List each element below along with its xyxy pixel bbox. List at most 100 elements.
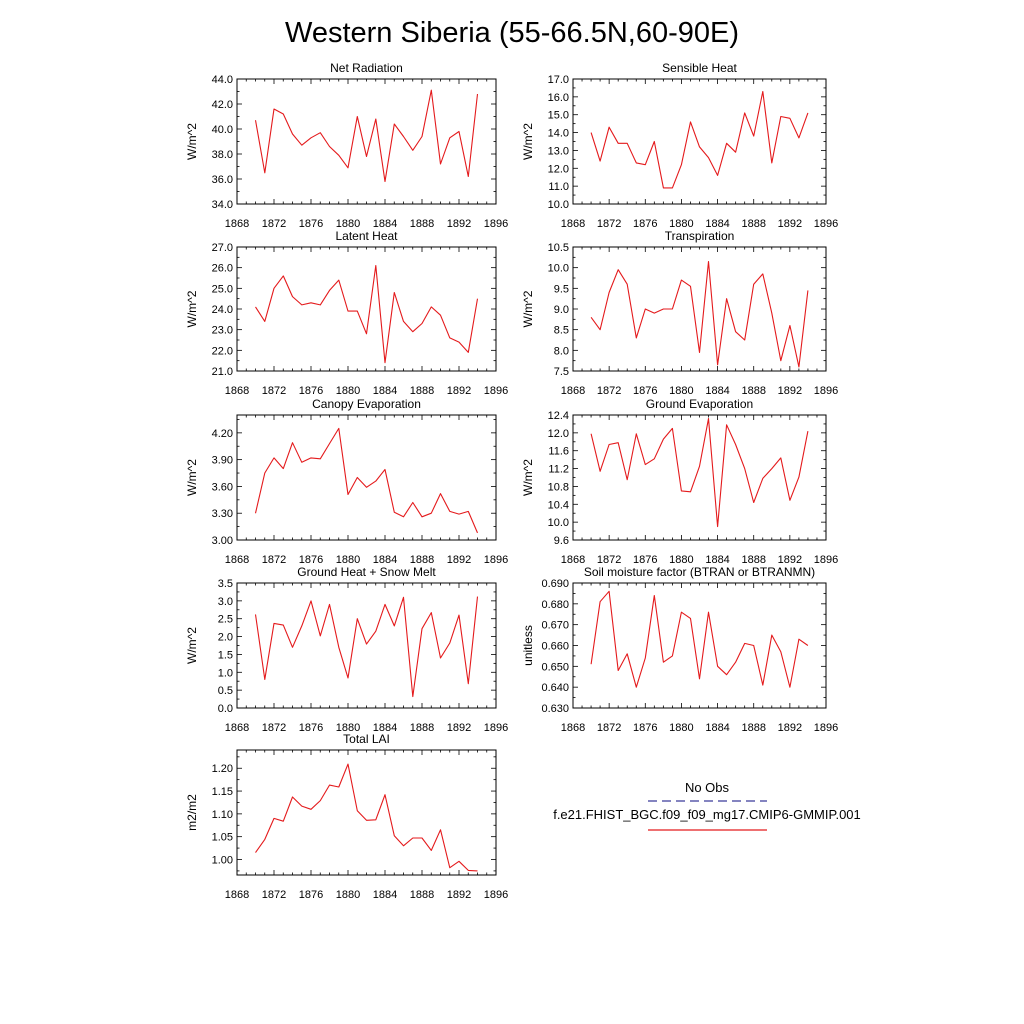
y-tick-label: 10.8 bbox=[548, 481, 569, 493]
y-tick-label: 14.0 bbox=[548, 128, 569, 140]
x-tick-label: 1888 bbox=[410, 218, 434, 230]
plot-frame bbox=[572, 414, 827, 541]
y-tick-label: 1.5 bbox=[218, 649, 233, 661]
y-axis-label: unitless bbox=[521, 625, 535, 666]
y-tick-label: 3.0 bbox=[218, 596, 233, 608]
x-tick-label: 1880 bbox=[669, 385, 693, 397]
x-tick-label: 1876 bbox=[299, 385, 323, 397]
x-tick-label: 1868 bbox=[225, 218, 249, 230]
x-tick-label: 1896 bbox=[484, 554, 508, 566]
x-tick-label: 1892 bbox=[447, 889, 471, 901]
y-tick-label: 0.690 bbox=[541, 578, 569, 590]
figure-title: Western Siberia (55-66.5N,60-90E) bbox=[285, 17, 739, 49]
series-line bbox=[590, 418, 809, 528]
series-line bbox=[590, 260, 809, 368]
x-tick-label: 1888 bbox=[410, 722, 434, 734]
y-tick-label: 2.5 bbox=[218, 614, 233, 626]
panel-4: Transpiration W/m^2 1868 1872 1876 1880 1884 18… bbox=[521, 229, 838, 397]
y-tick-label: 44.0 bbox=[212, 74, 233, 86]
x-tick-label: 1896 bbox=[484, 722, 508, 734]
y-tick-label: 3.00 bbox=[212, 535, 233, 547]
x-tick-label: 1868 bbox=[561, 554, 585, 566]
panel-title: Ground Evaporation bbox=[646, 397, 753, 411]
y-tick-label: 25.0 bbox=[212, 283, 233, 295]
y-tick-label: 2.0 bbox=[218, 632, 233, 644]
y-tick-label: 12.4 bbox=[548, 410, 569, 422]
y-tick-label: 0.5 bbox=[218, 685, 233, 697]
y-tick-label: 40.0 bbox=[212, 124, 233, 136]
y-tick-label: 36.0 bbox=[212, 174, 233, 186]
x-tick-label: 1888 bbox=[741, 218, 765, 230]
x-tick-label: 1888 bbox=[410, 554, 434, 566]
plot-frame bbox=[572, 78, 827, 205]
panel-3: Latent Heat W/m^2 1868 1872 1876 1880 1884 1888… bbox=[185, 229, 508, 397]
x-tick-label: 1888 bbox=[741, 554, 765, 566]
y-tick-label: 0.680 bbox=[541, 599, 569, 611]
y-tick-label: 1.10 bbox=[212, 809, 233, 821]
x-tick-label: 1868 bbox=[561, 218, 585, 230]
x-tick-label: 1876 bbox=[633, 218, 657, 230]
y-tick-label: 8.5 bbox=[554, 325, 569, 337]
y-tick-label: 15.0 bbox=[548, 110, 569, 122]
y-tick-label: 24.0 bbox=[212, 304, 233, 316]
x-tick-label: 1896 bbox=[814, 385, 838, 397]
y-tick-label: 4.20 bbox=[212, 428, 233, 440]
y-tick-label: 10.4 bbox=[548, 499, 569, 511]
x-tick-label: 1872 bbox=[262, 722, 286, 734]
panel-title: Net Radiation bbox=[330, 61, 403, 75]
x-tick-label: 1868 bbox=[561, 385, 585, 397]
y-tick-label: 0.670 bbox=[541, 620, 569, 632]
y-tick-label: 1.0 bbox=[218, 667, 233, 679]
x-tick-label: 1876 bbox=[299, 218, 323, 230]
x-tick-label: 1872 bbox=[262, 385, 286, 397]
x-tick-label: 1872 bbox=[597, 385, 621, 397]
y-tick-label: 1.00 bbox=[212, 854, 233, 866]
x-tick-label: 1892 bbox=[447, 554, 471, 566]
x-tick-label: 1872 bbox=[597, 218, 621, 230]
legend-obs-label: No Obs bbox=[685, 780, 730, 795]
panel-8: Soil moisture factor (BTRAN or BTRANMN) u… bbox=[521, 565, 838, 734]
y-tick-label: 7.5 bbox=[554, 366, 569, 378]
x-tick-label: 1884 bbox=[373, 889, 397, 901]
series-line bbox=[590, 590, 809, 688]
x-tick-label: 1884 bbox=[373, 722, 397, 734]
panel-7: Ground Heat + Snow Melt W/m^2 1868 1872 1876… bbox=[185, 565, 508, 734]
x-tick-label: 1868 bbox=[225, 889, 249, 901]
y-tick-label: 0.650 bbox=[541, 661, 569, 673]
x-tick-label: 1876 bbox=[299, 554, 323, 566]
series-line bbox=[254, 89, 479, 183]
y-tick-label: 0.660 bbox=[541, 641, 569, 653]
x-tick-label: 1876 bbox=[299, 889, 323, 901]
y-tick-label: 10.0 bbox=[548, 517, 569, 529]
y-tick-label: 16.0 bbox=[548, 92, 569, 104]
y-tick-label: 11.6 bbox=[548, 446, 569, 458]
y-tick-label: 22.0 bbox=[212, 345, 233, 357]
panel-title: Latent Heat bbox=[335, 229, 398, 243]
y-tick-label: 9.0 bbox=[554, 304, 569, 316]
y-axis-label: W/m^2 bbox=[521, 123, 535, 160]
x-tick-label: 1868 bbox=[225, 554, 249, 566]
panel-title: Transpiration bbox=[665, 229, 735, 243]
y-axis-label: W/m^2 bbox=[185, 123, 199, 160]
y-tick-label: 1.05 bbox=[212, 832, 233, 844]
x-tick-label: 1888 bbox=[741, 722, 765, 734]
x-tick-label: 1880 bbox=[669, 218, 693, 230]
y-tick-label: 27.0 bbox=[212, 242, 233, 254]
y-tick-label: 12.0 bbox=[548, 428, 569, 440]
x-tick-label: 1868 bbox=[225, 385, 249, 397]
x-tick-label: 1872 bbox=[262, 554, 286, 566]
x-tick-label: 1872 bbox=[262, 889, 286, 901]
x-tick-label: 1884 bbox=[705, 722, 729, 734]
y-tick-label: 0.630 bbox=[541, 703, 569, 715]
x-tick-label: 1868 bbox=[225, 722, 249, 734]
x-tick-label: 1892 bbox=[778, 385, 802, 397]
series-line bbox=[254, 596, 479, 698]
x-tick-label: 1888 bbox=[410, 385, 434, 397]
y-tick-label: 38.0 bbox=[212, 149, 233, 161]
plot-frame bbox=[236, 78, 497, 205]
y-tick-label: 3.5 bbox=[218, 578, 233, 590]
x-tick-label: 1892 bbox=[778, 218, 802, 230]
panel-2: Sensible Heat W/m^2 1868 1872 1876 1880 1884 18… bbox=[521, 61, 838, 230]
x-tick-label: 1872 bbox=[597, 722, 621, 734]
